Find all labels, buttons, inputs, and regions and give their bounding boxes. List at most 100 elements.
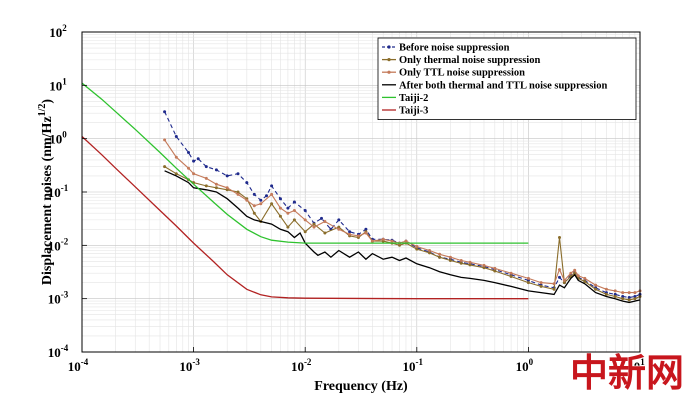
data-point (583, 276, 587, 280)
y-tick-label: 10-4 (48, 343, 69, 360)
data-point (278, 206, 282, 210)
series-line (164, 139, 641, 294)
data-point (459, 259, 463, 262)
y-axis-label: Displacement noises (nm/Hz1/2) (37, 99, 55, 286)
legend-label: Before noise suppression (399, 43, 510, 54)
y-tick-label: 10-1 (48, 183, 69, 200)
data-point (312, 222, 316, 226)
data-point (390, 239, 394, 243)
data-point (356, 234, 360, 238)
data-point (448, 255, 452, 259)
data-point (482, 266, 486, 270)
x-tick-label: 10-1 (403, 357, 424, 374)
data-point (526, 281, 530, 285)
legend-item-taiji-3: Taiji-3 (382, 106, 428, 117)
data-point (292, 200, 296, 204)
x-tick-label: 10-3 (179, 357, 200, 374)
data-point (370, 239, 374, 243)
data-point (415, 247, 419, 251)
data-point (633, 295, 637, 298)
legend-label: After both thermal and TTL noise suppres… (399, 80, 607, 91)
data-point (438, 255, 442, 259)
data-point (303, 209, 307, 212)
data-point (576, 274, 580, 278)
data-point (163, 110, 167, 114)
data-point (552, 282, 556, 286)
x-tick-label: 101 (627, 357, 645, 374)
data-point (303, 218, 307, 222)
data-point (214, 186, 218, 190)
data-point (204, 184, 208, 188)
x-tick-label: 10-4 (68, 357, 89, 374)
data-point (245, 181, 249, 185)
data-point (187, 166, 190, 170)
legend-item-after-both-thermal-and-ttl-noise-suppression: After both thermal and TTL noise suppres… (382, 80, 607, 91)
data-point (364, 231, 368, 235)
legend-item-taiji-2: Taiji-2 (382, 93, 428, 104)
data-point (613, 295, 617, 298)
data-point (621, 295, 625, 298)
data-point (594, 287, 598, 291)
data-point (163, 138, 167, 142)
data-point (323, 220, 327, 223)
data-point (627, 296, 631, 299)
data-point (415, 245, 419, 248)
data-point (428, 251, 431, 255)
data-point (482, 263, 486, 267)
data-point (633, 297, 637, 301)
legend-label: Only TTL noise suppression (399, 68, 525, 79)
data-point (236, 192, 240, 196)
data-point (196, 157, 200, 161)
data-point (558, 236, 561, 239)
legend-marker (387, 45, 391, 49)
legend-item-only-thermal-noise-suppression: Only thermal noise suppression (382, 55, 540, 66)
data-point (539, 284, 543, 288)
data-point (214, 168, 218, 172)
data-point (259, 198, 263, 202)
data-point (163, 165, 167, 169)
data-point (270, 184, 274, 188)
series-line (164, 170, 641, 304)
y-axis-label-main: Displacement noises (nm/Hz (40, 116, 55, 285)
data-point (573, 271, 577, 275)
data-point (583, 280, 587, 283)
data-point (558, 275, 561, 279)
watermark-logo: 中新网 (570, 351, 684, 395)
data-point (552, 287, 556, 291)
data-point (558, 268, 561, 272)
data-point (348, 230, 352, 234)
legend-label: Only thermal noise suppression (399, 55, 540, 66)
data-point (627, 291, 631, 295)
data-point (259, 202, 263, 206)
data-point (192, 159, 196, 163)
series-only-thermal-noise-suppression (163, 165, 642, 302)
data-point (187, 151, 190, 154)
data-point (348, 232, 352, 236)
data-point (562, 281, 566, 285)
x-axis-label: Frequency (Hz) (314, 379, 408, 394)
x-tick-label: 100 (516, 357, 534, 374)
data-point (438, 252, 442, 256)
data-point (337, 218, 341, 222)
legend-item-before-noise-suppression: Before noise suppression (382, 43, 510, 54)
series-taiji-2 (81, 82, 529, 244)
data-point (323, 231, 327, 235)
data-point (459, 261, 463, 265)
data-point (225, 174, 229, 178)
data-point (428, 249, 431, 252)
data-point (539, 281, 543, 285)
data-point (621, 291, 625, 295)
data-point (621, 297, 625, 301)
data-point (569, 271, 573, 275)
data-point (613, 289, 617, 293)
data-point (214, 182, 218, 186)
legend-marker (387, 58, 391, 62)
data-point (192, 172, 196, 176)
y-tick-label: 10-2 (48, 236, 69, 253)
series-line (81, 82, 529, 244)
legend-item-only-ttl-noise-suppression: Only TTL noise suppression (382, 68, 525, 79)
x-tick-label: 10-2 (291, 357, 312, 374)
data-point (278, 214, 282, 218)
data-point (526, 276, 530, 280)
